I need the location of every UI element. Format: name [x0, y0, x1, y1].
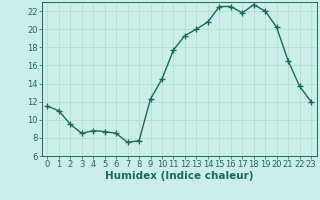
- X-axis label: Humidex (Indice chaleur): Humidex (Indice chaleur): [105, 171, 253, 181]
